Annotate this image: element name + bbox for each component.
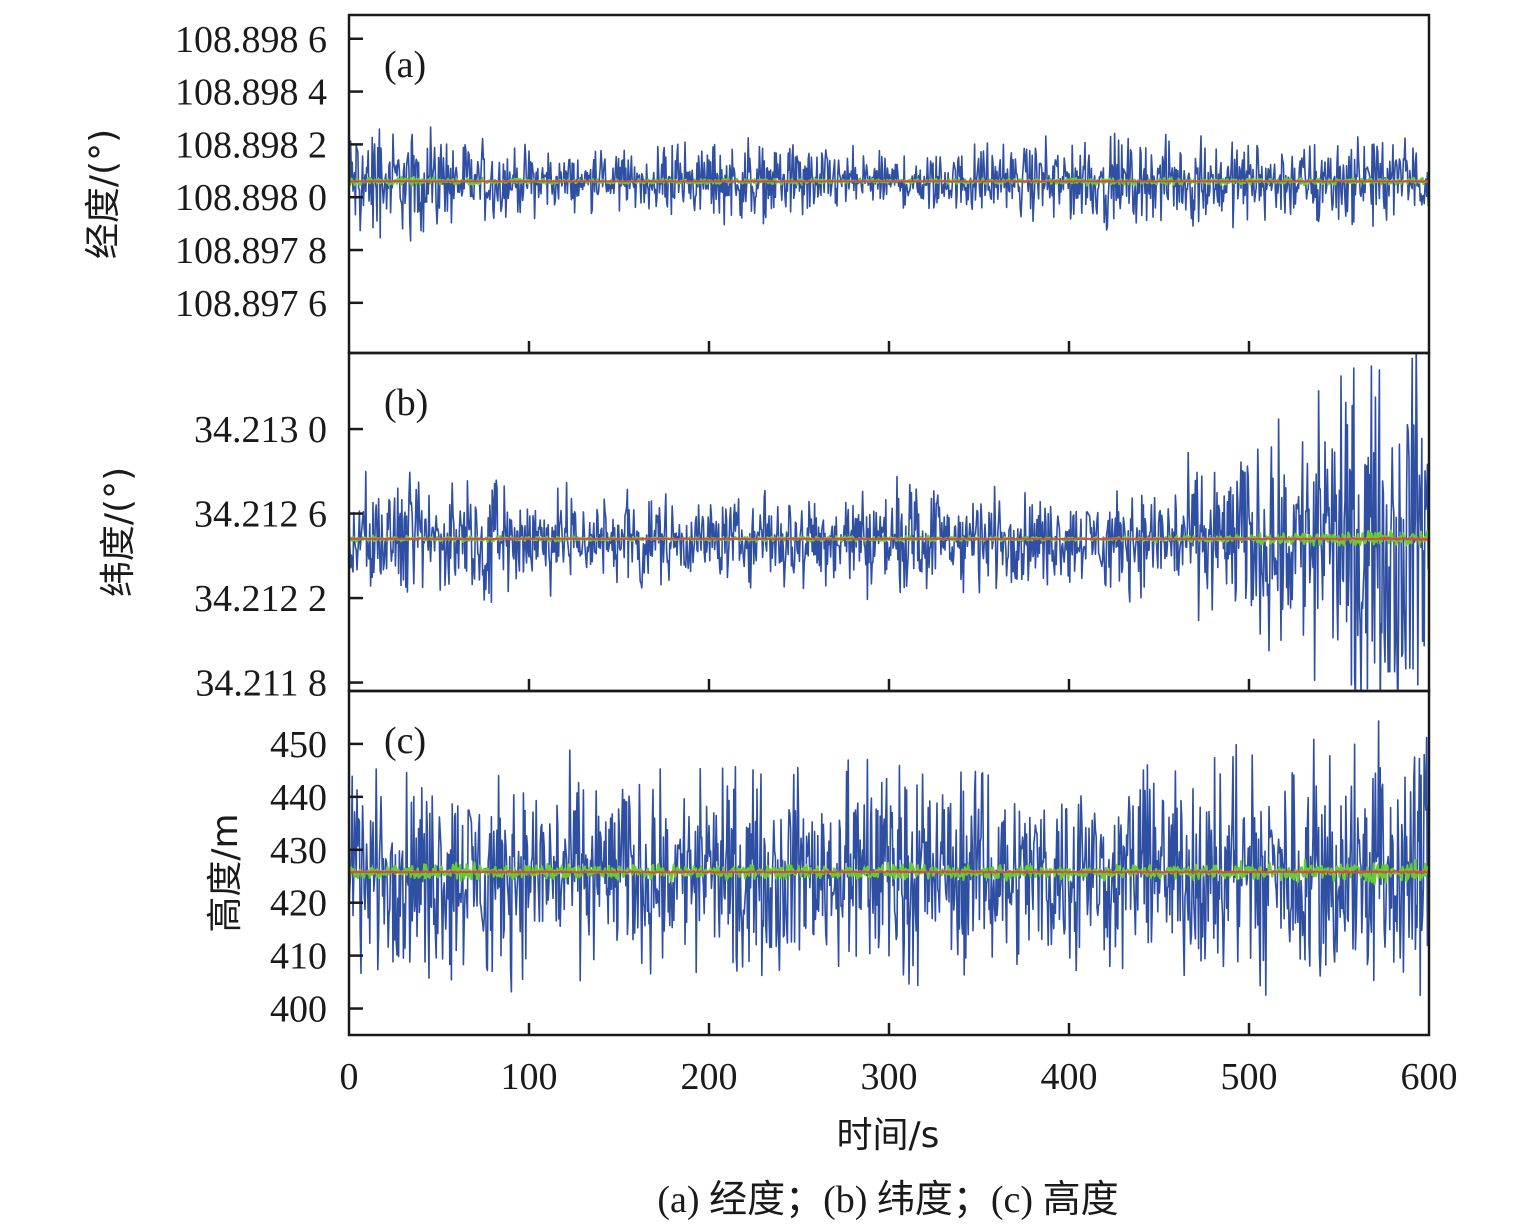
panel-a: 108.897 6 108.897 8 108.898 0 108.898 2 108.… — [83, 13, 1431, 355]
x-tick-label: 500 — [1221, 1056, 1278, 1098]
panel-a-series-1-line — [349, 126, 1429, 242]
x-tick-label: 200 — [681, 1056, 738, 1098]
panel-c-y-tick-label: 430 — [270, 830, 327, 872]
panel-c-y-axis-label: 高度/m — [205, 813, 246, 932]
panel-b-label: (b) — [384, 382, 428, 424]
panel-c-y-tick-label: 400 — [270, 989, 327, 1031]
panel-c: 400 410 420 430 440 450 (c) 高度/m — [205, 689, 1431, 1037]
panel-c-y-tick-label: 450 — [270, 724, 327, 766]
panel-c-y-ticks: 400 410 420 430 440 450 — [270, 724, 363, 1031]
panel-a-x-ticks — [527, 341, 1251, 353]
panel-b-series-3-line — [349, 536, 1429, 542]
panel-b-y-ticks: 34.211 8 34.212 2 34.212 6 34.213 0 — [194, 409, 363, 705]
panel-b: 34.211 8 34.212 2 34.212 6 34.213 0 (b) 纬度/… — [98, 351, 1431, 705]
panel-c-y-tick-label: 440 — [270, 777, 327, 819]
panel-a-y-ticks: 108.897 6 108.897 8 108.898 0 108.898 2 108.… — [175, 19, 363, 325]
panel-c-series-3-line — [349, 869, 1429, 875]
panel-b-y-axis-label: 纬度/(°) — [98, 467, 139, 597]
panel-a-y-axis-label: 经度/(°) — [83, 129, 124, 259]
panel-c-series-1-line — [349, 720, 1429, 996]
panel-a-y-tick-label: 108.898 6 — [175, 19, 327, 61]
panel-a-label: (a) — [384, 44, 426, 86]
panel-b-y-tick-label: 34.212 6 — [194, 494, 327, 536]
panel-c-x-ticks — [527, 1023, 1251, 1035]
panel-a-y-tick-label: 108.898 4 — [175, 72, 327, 114]
x-axis-label: 时间/s — [837, 1115, 940, 1156]
panel-a-y-tick-label: 108.898 0 — [175, 177, 327, 219]
panel-b-y-tick-label: 34.211 8 — [195, 663, 327, 705]
panel-c-y-tick-label: 420 — [270, 883, 327, 925]
x-tick-label: 100 — [501, 1056, 558, 1098]
x-tick-labels: 0 100 200 300 400 500 600 — [340, 1056, 1458, 1098]
panel-b-series-1-line — [349, 353, 1429, 691]
x-tick-label: 400 — [1041, 1056, 1098, 1098]
panel-c-y-tick-label: 410 — [270, 936, 327, 978]
panel-c-label: (c) — [384, 720, 426, 762]
panel-b-y-tick-label: 34.212 2 — [194, 578, 327, 620]
panel-b-y-tick-label: 34.213 0 — [194, 409, 327, 451]
figure-caption: (a) 经度；(b) 纬度；(c) 高度 — [657, 1179, 1118, 1221]
panel-c-plot-area — [349, 720, 1429, 996]
x-tick-label: 600 — [1401, 1056, 1458, 1098]
panel-b-x-ticks — [527, 679, 1251, 691]
panel-a-y-tick-label: 108.897 8 — [175, 230, 327, 272]
x-tick-label: 0 — [340, 1056, 359, 1098]
panel-a-plot-area — [349, 126, 1429, 242]
panel-a-y-tick-label: 108.898 2 — [175, 124, 327, 166]
panel-a-y-tick-label: 108.897 6 — [175, 283, 327, 325]
panel-a-series-3-line — [349, 180, 1429, 183]
x-tick-label: 300 — [861, 1056, 918, 1098]
panel-b-plot-area — [349, 353, 1429, 691]
